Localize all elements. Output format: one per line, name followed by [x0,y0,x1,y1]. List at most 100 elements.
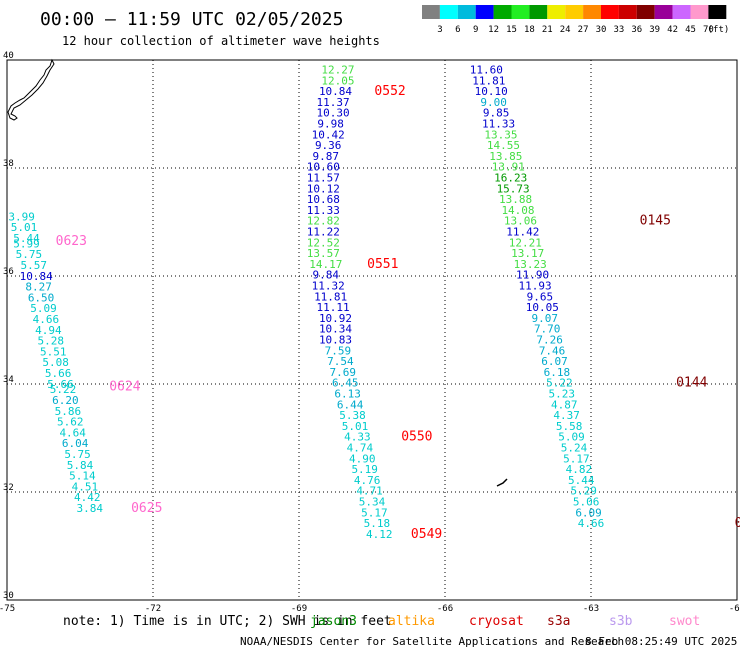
wave-height-value: 5.09 [30,302,57,315]
wave-height-value: 14.55 [487,139,520,152]
legend-swatch [457,5,476,19]
wave-height-value: 13.23 [514,258,547,271]
wave-height-value: 13.88 [499,193,532,206]
wave-height-value: 6.07 [541,355,568,368]
wave-height-value: 7.54 [327,355,354,368]
legend-label: 3 [437,25,442,35]
track-time-label: 0145 [640,214,671,229]
wave-height-value: 5.66 [47,378,74,391]
wave-height-value: 9.65 [527,290,554,303]
wave-height-value: 5.22 [546,377,573,390]
wave-height-value: 12.05 [321,74,354,87]
wave-height-value: 5.44 [13,232,40,245]
wave-height-value: 6.18 [544,366,571,379]
wave-height-value: 13.06 [504,215,537,228]
legend-swatch [529,5,548,19]
legend-swatch [636,5,655,19]
wave-height-value: 7.59 [325,344,352,357]
wave-height-value: 13.17 [511,247,544,260]
track-time-label: 0551 [367,257,398,272]
wave-height-value: 5.84 [67,459,94,472]
wave-height-value: 4.66 [578,517,605,530]
wave-height-value: 5.22 [50,383,77,396]
coastline-icon [7,58,508,487]
wave-height-value: 6.20 [52,394,79,407]
wave-height-value: 4.64 [59,426,86,439]
wave-height-value: 11.57 [307,172,340,185]
wave-height-value: 5.44 [568,474,595,487]
wave-height-value: 10.42 [312,128,345,141]
wave-height-value: 13.35 [484,128,517,141]
wave-height-value: 9.87 [313,150,340,163]
legend-label: 12 [488,25,499,35]
wave-height-value: 11.33 [482,118,515,131]
wave-height-value: 4.76 [354,474,381,487]
legend-label: 39 [649,25,660,35]
legend-swatch [708,5,727,19]
wave-height-value: 13.91 [492,161,525,174]
wave-height-value: 10.60 [307,161,340,174]
wave-height-value: 5.86 [55,405,82,418]
wave-height-value: 11.60 [470,64,503,77]
wave-height-value: 11.81 [472,74,505,87]
footer-note: note: 1) Time is in UTC; 2) SWH is in fe… [63,614,392,629]
wave-height-value: 10.84 [319,85,352,98]
latitude-labels: 40 38 36 34 32 30 [3,51,14,601]
lon-label: -63 [583,604,599,614]
mission-legend: jason3 altika cryosat s3a s3b swot [310,614,700,629]
wave-height-value: 11.33 [307,204,340,217]
wave-height-value: 4.51 [72,480,99,493]
legend-swatch [654,5,673,19]
wave-height-value: 10.10 [475,85,508,98]
legend-swatch [672,5,691,19]
wave-height-value: 4.90 [349,452,376,465]
wave-height-value: 4.82 [566,463,593,476]
wave-height-value: 9.00 [480,96,507,109]
legend-label: 6 [455,25,460,35]
wave-height-value: 5.99 [13,237,40,250]
wave-height-value: 11.32 [312,280,345,293]
wave-height-value: 14.17 [309,258,342,271]
legend-swatch [547,5,566,19]
track-time-label: 0624 [109,379,140,394]
track-time-label: 0549 [411,527,442,542]
wave-height-value: 16.23 [494,172,527,185]
wave-height-value: 4.66 [33,313,60,326]
track-time-label: 0623 [56,234,87,249]
wave-height-value: 11.11 [317,301,350,314]
wave-height-value: 9.85 [483,107,510,120]
wave-height-value: 5.17 [563,452,590,465]
wave-height-value: 9.07 [532,312,559,325]
legend-label: 45 [685,25,696,35]
wave-height-value: 7.26 [536,334,563,347]
wave-height-value: 11.42 [506,226,539,239]
lon-label: -72 [145,604,161,614]
mission-s3a: s3a [547,614,570,629]
wave-height-value: 5.23 [549,388,576,401]
wave-height-value: 10.05 [526,301,559,314]
legend-label: 9 [473,25,478,35]
wave-height-value: 13.85 [489,150,522,163]
lon-label: -60 [729,604,740,614]
wave-height-value: 10.83 [319,334,352,347]
wave-height-value: 6.50 [28,291,55,304]
wave-height-value: 5.66 [45,367,72,380]
lon-label: -69 [291,604,307,614]
lat-label: 34 [3,375,14,385]
legend-label: 18 [524,25,535,35]
mission-jason3: jason3 [310,614,357,629]
wave-height-value: 9.98 [317,118,344,131]
wave-height-value: 6.09 [575,506,602,519]
wave-height-value: 4.33 [344,431,371,444]
wave-height-value: 5.29 [570,485,597,498]
wave-height-value: 13.57 [307,247,340,260]
wave-height-value: 3.84 [76,502,103,515]
color-legend: 3 6 9 12 15 18 21 24 27 30 33 36 39 42 45 70(ft) [422,5,729,35]
wave-height-value: 5.19 [351,463,378,476]
wave-height-value: 11.93 [518,280,551,293]
wave-height-value: 6.13 [334,388,361,401]
legend-label: 30 [596,25,607,35]
wave-height-value: 5.75 [16,248,43,261]
legend-swatch [601,5,619,19]
lon-label: -66 [437,604,453,614]
